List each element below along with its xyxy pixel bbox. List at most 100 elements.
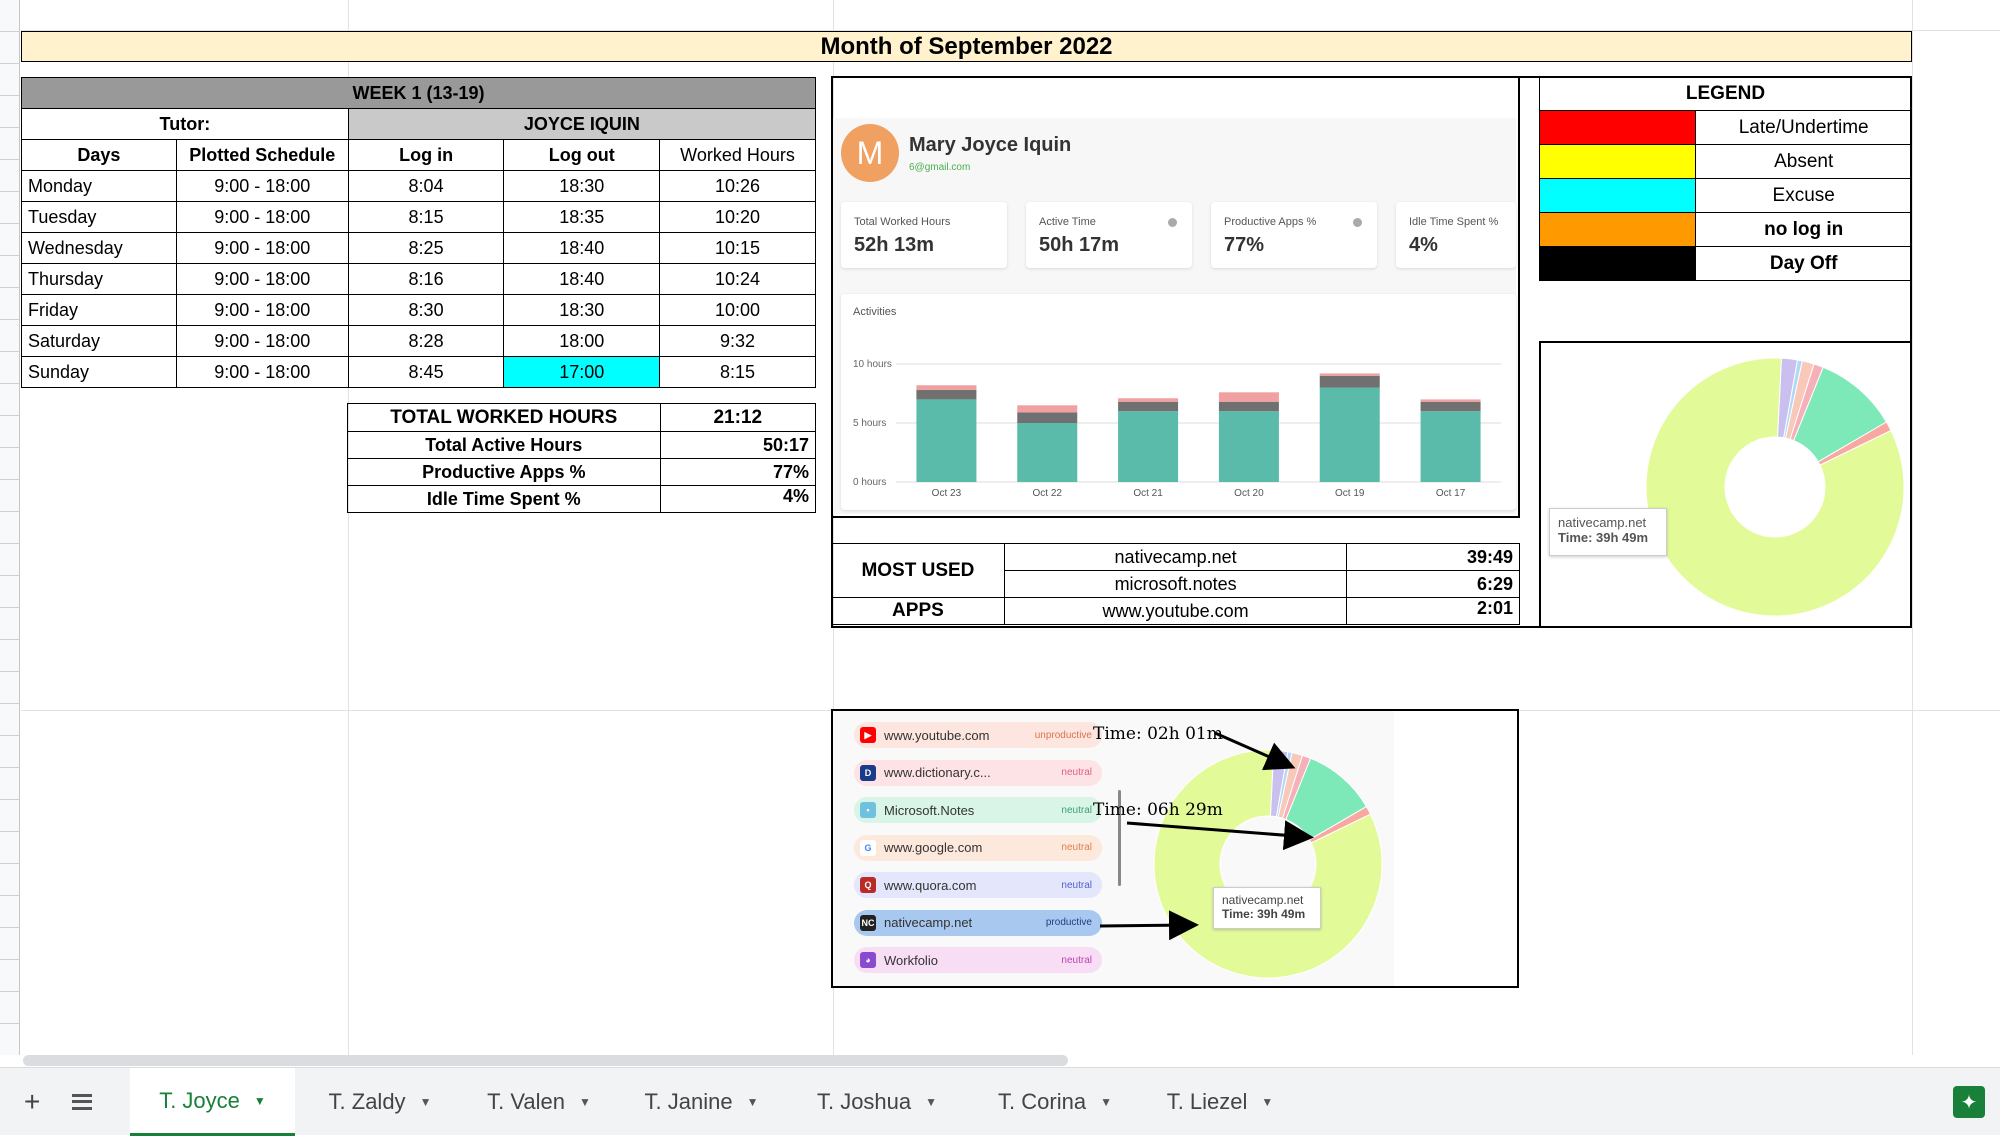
app-name[interactable]: microsoft.notes	[1003, 570, 1348, 598]
app-time[interactable]: 2:01	[1346, 597, 1520, 625]
tutor-name[interactable]: JOYCE IQUIN	[347, 108, 817, 140]
legend-label[interactable]: no log in	[1695, 212, 1912, 247]
profile-email: 6@gmail.com	[909, 162, 971, 173]
col-logout[interactable]: Log out	[503, 139, 661, 171]
worked-cell[interactable]: 10:00	[659, 294, 816, 326]
add-sheet-icon[interactable]: +	[24, 1086, 41, 1117]
summary-value[interactable]: 21:12	[659, 403, 817, 432]
login-cell[interactable]: 8:25	[347, 232, 505, 264]
app-list-name: www.youtube.com	[884, 727, 990, 743]
login-cell[interactable]: 8:45	[347, 356, 505, 388]
worked-cell[interactable]: 10:20	[659, 201, 816, 233]
sheet-tab[interactable]: T. Joshua ▼	[789, 1068, 965, 1136]
apps-label[interactable]: APPS	[831, 597, 1005, 625]
col-days[interactable]: Days	[21, 139, 177, 171]
logout-cell[interactable]: 18:00	[503, 325, 661, 357]
login-cell[interactable]: 8:28	[347, 325, 505, 357]
chevron-down-icon[interactable]: ▼	[419, 1095, 432, 1109]
sheet-tab[interactable]: T. Valen ▼	[464, 1068, 614, 1136]
day-cell[interactable]: Saturday	[21, 325, 177, 357]
app-name[interactable]: nativecamp.net	[1003, 543, 1348, 571]
worked-cell[interactable]: 10:24	[659, 263, 816, 295]
chevron-down-icon[interactable]: ▼	[578, 1095, 591, 1109]
bar-segment	[1118, 411, 1179, 482]
sheet-tab[interactable]: T. Zaldy ▼	[296, 1068, 464, 1136]
legend-label[interactable]: Absent	[1695, 144, 1912, 179]
schedule-cell[interactable]: 9:00 - 18:00	[175, 170, 349, 202]
day-cell[interactable]: Wednesday	[21, 232, 177, 264]
sheet-tab[interactable]: T. Corina ▼	[965, 1068, 1145, 1136]
app-icon: ▶	[860, 727, 876, 743]
bar-segment	[1118, 398, 1179, 402]
schedule-cell[interactable]: 9:00 - 18:00	[175, 263, 349, 295]
schedule-cell[interactable]: 9:00 - 18:00	[175, 232, 349, 264]
bar-segment	[1420, 401, 1481, 412]
month-title[interactable]: Month of September 2022	[21, 31, 1912, 62]
sheet-tab[interactable]: T. Liezel ▼	[1145, 1068, 1295, 1136]
apps-breakdown-donut	[1153, 749, 1383, 979]
legend-swatch[interactable]	[1538, 212, 1697, 247]
chevron-down-icon[interactable]: ▼	[746, 1095, 759, 1109]
app-list-tag: neutral	[1061, 767, 1092, 778]
app-time[interactable]: 6:29	[1346, 570, 1520, 598]
logout-cell[interactable]: 17:00	[503, 356, 661, 388]
summary-value[interactable]: 4%	[659, 485, 817, 513]
col-schedule[interactable]: Plotted Schedule	[175, 139, 349, 171]
col-worked[interactable]: Worked Hours	[659, 139, 816, 171]
horizontal-scrollbar[interactable]	[23, 1055, 1068, 1066]
app-list-name: www.google.com	[884, 840, 983, 855]
logout-cell[interactable]: 18:30	[503, 170, 661, 202]
sheet-tab-bar: + T. Joyce ▼ T. Zaldy ▼ T. Valen ▼ T. Janine ▼ T…	[0, 1067, 2000, 1136]
app-list-item[interactable]: ◕ Workfolio neutral	[854, 947, 1102, 973]
summary-label[interactable]: Total Active Hours	[347, 431, 661, 459]
logout-cell[interactable]: 18:40	[503, 232, 661, 264]
donut-panel[interactable]	[1539, 341, 1912, 628]
sheet-tab-label: T. Liezel	[1166, 1089, 1248, 1114]
table-row: Thursday 9:00 - 18:00 8:16 18:40 10:24	[21, 263, 816, 295]
schedule-cell[interactable]: 9:00 - 18:00	[175, 356, 349, 388]
schedule-cell[interactable]: 9:00 - 18:00	[175, 294, 349, 326]
worked-cell[interactable]: 10:26	[659, 170, 816, 202]
app-list-tag: neutral	[1061, 954, 1092, 966]
legend-swatch[interactable]	[1538, 246, 1697, 281]
legend-label[interactable]: Day Off	[1695, 246, 1912, 281]
explore-icon[interactable]: ✦	[1953, 1086, 1985, 1118]
app-list-name: www.quora.com	[884, 877, 977, 893]
app-name[interactable]: www.youtube.com	[1003, 597, 1348, 625]
annotation-youtube-time: Time: 02h 01m	[1093, 724, 1223, 744]
chevron-down-icon[interactable]: ▼	[1100, 1095, 1112, 1109]
chevron-down-icon[interactable]: ▼	[925, 1095, 938, 1109]
list-scrollbar[interactable]	[1118, 790, 1121, 886]
dashboard-panel[interactable]	[831, 76, 1912, 628]
app-icon: NC	[860, 914, 876, 931]
table-row: Sunday 9:00 - 18:00 8:45 17:00 8:15	[21, 356, 816, 388]
profile-screenshot[interactable]: M Mary Joyce Iquin 6@gmail.com Total Wor…	[833, 118, 1516, 514]
sheet-tab[interactable]: T. Joyce ▼	[130, 1068, 295, 1136]
logout-cell[interactable]: 18:35	[503, 201, 661, 233]
chevron-down-icon[interactable]: ▼	[253, 1093, 266, 1108]
worked-cell[interactable]: 8:15	[659, 356, 816, 388]
app-list-tag: neutral	[1061, 804, 1092, 816]
schedule-cell[interactable]: 9:00 - 18:00	[175, 201, 349, 233]
day-cell[interactable]: Sunday	[21, 356, 177, 388]
all-sheets-icon[interactable]	[72, 1094, 92, 1110]
app-list-tag: unproductive	[1034, 729, 1092, 741]
tutor-label[interactable]: Tutor:	[21, 108, 349, 140]
summary-label[interactable]: Idle Time Spent %	[347, 485, 661, 513]
day-cell[interactable]: Thursday	[21, 263, 177, 295]
app-list-item[interactable]: ▶ www.youtube.com unproductive	[854, 722, 1102, 748]
day-cell[interactable]: Monday	[21, 170, 177, 202]
login-cell[interactable]: 8:04	[347, 170, 505, 202]
legend-swatch[interactable]	[1538, 178, 1697, 213]
app-list-item[interactable]: ▪ Microsoft.Notes neutral	[854, 797, 1102, 823]
app-list-item[interactable]: NC nativecamp.net productive	[854, 909, 1102, 936]
worked-cell[interactable]: 9:32	[659, 325, 816, 357]
chevron-down-icon[interactable]: ▼	[1261, 1095, 1274, 1109]
legend-label[interactable]: Late/Undertime	[1695, 110, 1912, 145]
sheet-tab[interactable]: T. Janine ▼	[614, 1068, 789, 1136]
summary-table: TOTAL WORKED HOURS 21:12 Total Active Ho…	[347, 403, 817, 513]
